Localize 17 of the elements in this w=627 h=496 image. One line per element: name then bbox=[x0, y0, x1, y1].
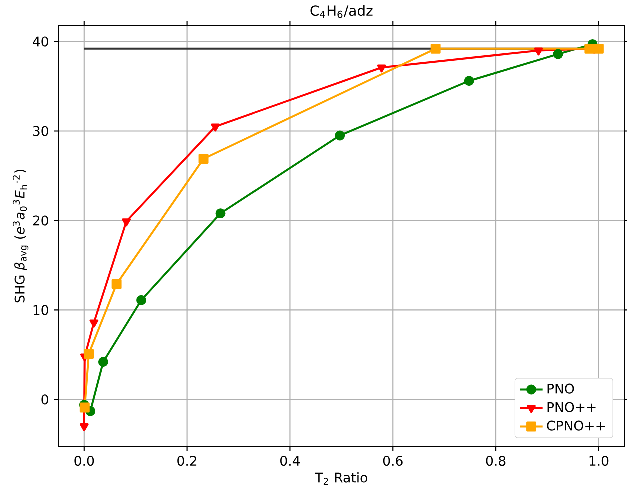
y-tick-label: 10 bbox=[34, 305, 48, 316]
y-tick-label: 20 bbox=[33, 216, 48, 226]
y-tick-label: 30 bbox=[33, 126, 48, 136]
y-tick-label: 40 bbox=[33, 36, 48, 47]
legend-label: PNO++ bbox=[548, 402, 596, 412]
x-axis-title: T$_{2}$ Ratio bbox=[315, 472, 368, 485]
legend-label: CPNO++ bbox=[547, 420, 606, 431]
x-tick-label: 0.6 bbox=[383, 456, 403, 466]
x-tick-label: 0.4 bbox=[280, 456, 300, 466]
legend-label: PNO bbox=[548, 384, 574, 394]
x-tick-label: 0.0 bbox=[74, 456, 94, 466]
x-tick-label: 0.2 bbox=[178, 456, 197, 466]
y-tick-label: 0 bbox=[42, 394, 48, 405]
text: SHG β$_{avg}$ (e$^{3}$a$_{0}$$^{3}$E$_{h}$$^{-2}$) bbox=[12, 170, 29, 303]
x-tick-label: 0.8 bbox=[486, 456, 506, 466]
chart-title: C$_{4}$H$_{6}$/adz bbox=[310, 5, 373, 18]
x-tick-label: 1.0 bbox=[590, 456, 609, 466]
